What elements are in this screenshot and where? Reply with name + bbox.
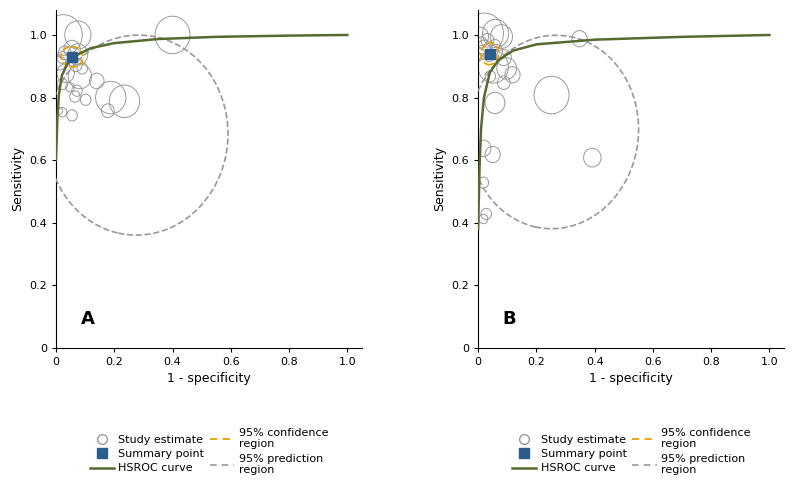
Text: B: B xyxy=(502,310,516,328)
X-axis label: 1 - specificity: 1 - specificity xyxy=(167,372,251,386)
X-axis label: 1 - specificity: 1 - specificity xyxy=(589,372,673,386)
Text: A: A xyxy=(81,310,94,328)
Y-axis label: Sensitivity: Sensitivity xyxy=(10,146,24,212)
Legend: Study estimate, Summary point, HSROC curve, 95% confidence
region, 95% predictio: Study estimate, Summary point, HSROC cur… xyxy=(90,428,328,476)
Y-axis label: Sensitivity: Sensitivity xyxy=(433,146,446,212)
Legend: Study estimate, Summary point, HSROC curve, 95% confidence
region, 95% predictio: Study estimate, Summary point, HSROC cur… xyxy=(512,428,750,476)
